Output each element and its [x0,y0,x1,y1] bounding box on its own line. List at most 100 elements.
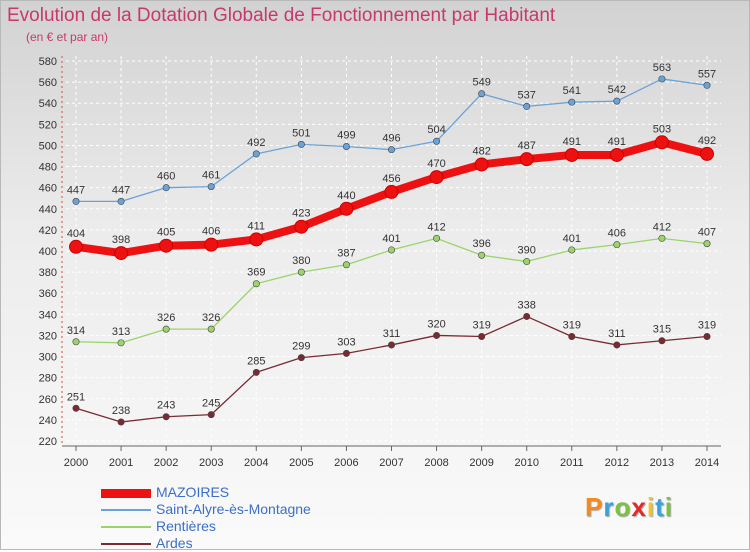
y-tick-label: 280 [39,373,57,385]
data-point [703,81,711,89]
data-point [613,241,621,249]
data-point [252,150,260,158]
data-label: 369 [247,267,265,279]
data-label: 563 [653,62,671,74]
data-point [384,184,399,199]
data-point [568,246,576,254]
proxiti-logo: Proxiti [585,492,673,523]
data-point [339,201,354,216]
x-tick-label: 2002 [154,457,178,469]
data-point [387,146,395,154]
data-label: 501 [292,127,310,139]
legend-swatch [101,526,151,528]
data-label: 401 [563,233,581,245]
x-tick-label: 2006 [334,457,358,469]
data-point [207,183,215,191]
data-label: 542 [608,84,626,96]
data-label: 401 [382,233,400,245]
logo-letter: i [664,492,673,522]
data-label: 285 [247,355,265,367]
data-label: 398 [112,234,130,246]
data-point [523,258,531,266]
data-point [658,75,666,83]
data-label: 238 [112,405,130,417]
data-point [613,341,621,349]
data-label: 491 [563,136,581,148]
data-point [207,411,215,419]
data-label: 541 [563,85,581,97]
y-tick-label: 520 [39,119,57,131]
data-point [568,98,576,106]
logo-letter: P [585,492,604,522]
data-label: 496 [382,133,400,145]
data-label: 245 [202,398,220,410]
data-point [387,246,395,254]
data-label: 299 [292,341,310,353]
data-point [523,312,531,320]
data-label: 326 [157,312,175,324]
y-tick-label: 220 [39,436,57,448]
y-tick-label: 480 [39,162,57,174]
data-label: 461 [202,170,220,182]
data-point [252,280,260,288]
data-label: 456 [382,173,400,185]
data-point [69,239,83,254]
y-tick-label: 500 [39,140,57,152]
x-tick-label: 2012 [605,457,629,469]
data-point [658,234,666,242]
data-point [658,337,666,345]
y-tick-label: 360 [39,288,57,300]
data-point [478,332,486,340]
y-tick-label: 560 [39,77,57,89]
logo-letter: i [646,492,656,522]
y-tick-label: 380 [39,267,57,279]
data-point [609,147,624,162]
chart-subtitle: (en € et par an) [26,30,109,44]
logo-letter: t [655,492,665,522]
x-tick-label: 2001 [109,457,133,469]
data-point [252,368,260,376]
logo-letter: x [631,492,647,522]
legend-label: Ardes [156,535,193,551]
data-label: 319 [563,320,581,332]
data-point [342,261,350,269]
data-label: 387 [337,248,355,260]
data-point [433,137,441,145]
legend-label: MAZOIRES [156,484,230,500]
data-label: 440 [337,190,355,202]
data-label: 470 [427,158,445,170]
data-point [519,152,534,167]
data-point [700,146,714,161]
logo-letter: r [603,492,615,522]
data-point [703,332,711,340]
axis-layer: 220 240 260 280 300 320 340 360 380 400 420 440 460 4… [39,56,721,469]
data-point [474,157,489,172]
series-layer [69,75,714,426]
data-point [114,246,129,261]
x-tick-label: 2003 [199,457,223,469]
x-tick-label: 2014 [695,457,719,469]
data-point [523,102,531,110]
y-tick-label: 540 [39,98,57,110]
data-point [72,338,80,346]
data-label: 411 [248,220,266,232]
data-label: 315 [653,324,671,336]
data-label: 549 [472,77,490,89]
x-tick-label: 2008 [424,457,448,469]
data-label: 557 [698,68,716,80]
data-label: 407 [698,227,716,239]
data-label: 313 [112,326,130,338]
data-point [568,332,576,340]
y-tick-label: 340 [39,309,57,321]
y-tick-label: 420 [39,225,57,237]
data-label: 314 [67,325,85,337]
data-label: 412 [653,221,671,233]
chart-title: Evolution de la Dotation Globale de Fonc… [7,5,556,26]
data-label: 396 [472,238,490,250]
y-tick-label: 580 [39,56,57,68]
data-label: 303 [337,336,355,348]
y-tick-label: 320 [39,330,57,342]
y-tick-label: 240 [39,415,57,427]
